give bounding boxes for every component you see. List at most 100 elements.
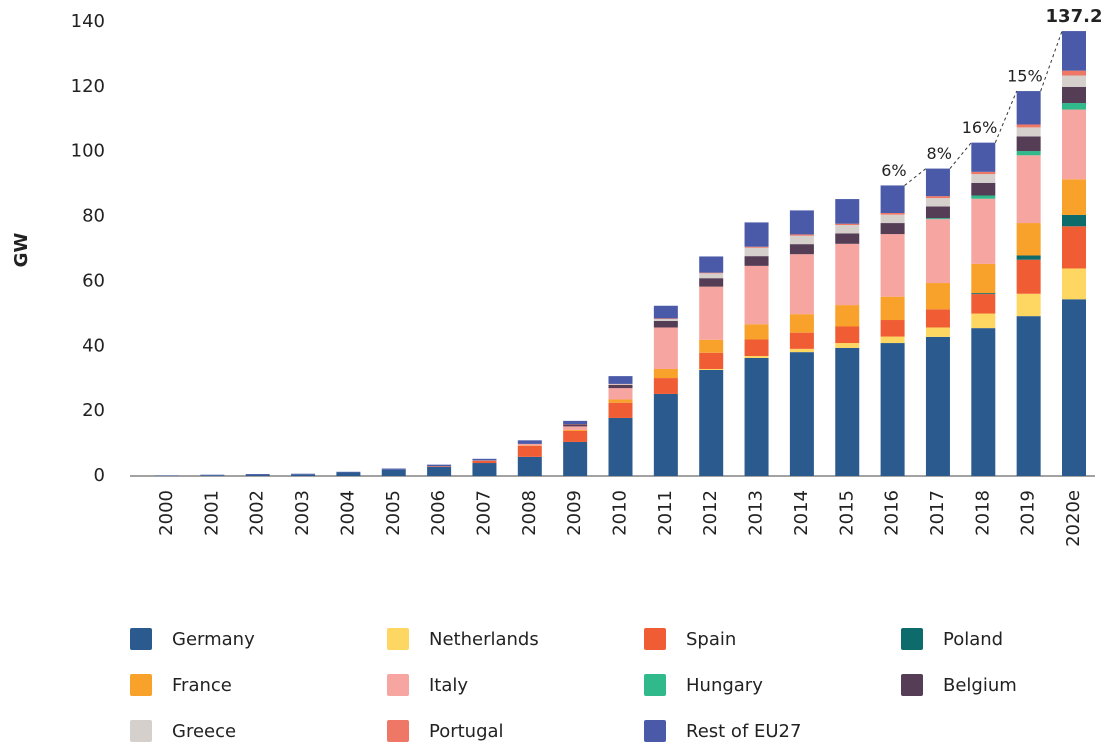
x-tick-label: 2002: [247, 490, 268, 536]
bar-segment: [427, 466, 451, 467]
bar-segment: [1062, 215, 1086, 226]
bar-segment: [699, 256, 723, 272]
bar-segment: [790, 349, 814, 352]
legend-swatch: [387, 674, 409, 696]
x-tick-label: 2010: [610, 490, 631, 536]
bar-segment: [609, 376, 633, 384]
legend-swatch: [387, 720, 409, 742]
bar-segment: [1062, 87, 1086, 103]
bar-segment: [745, 248, 769, 256]
bar-segment: [971, 174, 995, 183]
legend-label: Portugal: [429, 721, 504, 742]
bar-segment: [881, 215, 905, 223]
bar-segment: [472, 461, 496, 463]
bar-segment: [790, 333, 814, 349]
bar-segment: [745, 247, 769, 248]
bar-segment: [790, 352, 814, 476]
bar-segment: [881, 223, 905, 234]
bar-segment: [336, 472, 360, 476]
x-tick-label: 2006: [428, 490, 449, 536]
bar-segment: [699, 369, 723, 370]
bar-segment: [609, 385, 633, 388]
bar-segment: [835, 305, 859, 326]
bar-segment: [971, 314, 995, 329]
bar-segment: [881, 343, 905, 476]
bar-segment: [926, 219, 950, 283]
bar-segment: [699, 273, 723, 274]
bar-segment: [790, 244, 814, 254]
bar-segment: [1062, 226, 1086, 268]
x-tick-label: 2009: [564, 490, 585, 536]
bar-segment: [699, 340, 723, 353]
bar-segment: [472, 463, 496, 476]
bar-segment: [881, 337, 905, 343]
bar-segment: [427, 467, 451, 476]
bar-segment: [971, 183, 995, 196]
bar-segment: [971, 294, 995, 313]
legend-label: Rest of EU27: [686, 721, 801, 742]
bar-segment: [926, 327, 950, 336]
y-tick-label: 140: [71, 11, 105, 32]
bar-segment: [654, 321, 678, 327]
bar-segment: [926, 309, 950, 327]
legend-swatch: [644, 628, 666, 650]
bar-segment: [926, 283, 950, 309]
y-tick-label: 60: [82, 270, 105, 291]
y-tick-label: 80: [82, 206, 105, 227]
bar-segment: [745, 266, 769, 324]
bar-segment: [971, 199, 995, 264]
bar-segment: [790, 314, 814, 332]
bar-segment: [654, 318, 678, 319]
bar-segment: [563, 431, 587, 442]
bar-segment: [1017, 136, 1041, 151]
bar-segment: [790, 236, 814, 244]
bar-segment: [971, 328, 995, 476]
bar-segment: [699, 273, 723, 278]
y-tick-label: 120: [71, 76, 105, 97]
y-axis-label: GW: [11, 233, 32, 268]
bar-segment: [699, 370, 723, 476]
y-tick-label: 20: [82, 400, 105, 421]
bar-segment: [609, 384, 633, 385]
bar-segment: [427, 465, 451, 467]
bar-segment: [382, 470, 406, 476]
bar-segment: [1017, 124, 1041, 127]
x-tick-label: 2011: [655, 490, 676, 536]
bar-segment: [745, 356, 769, 358]
bar-segment: [881, 213, 905, 215]
legend-label: Italy: [429, 675, 468, 696]
bar-segment: [200, 475, 224, 476]
legend-swatch: [644, 720, 666, 742]
x-tick-label: 2020e: [1063, 490, 1084, 547]
bar-segment: [609, 388, 633, 399]
growth-line: [995, 91, 1016, 143]
bar-segment: [881, 234, 905, 297]
bar-segment: [654, 327, 678, 369]
legend-swatch: [130, 628, 152, 650]
bar-segment: [609, 399, 633, 402]
legend-label: Belgium: [943, 675, 1017, 696]
bar-segment: [200, 475, 224, 476]
bar-segment: [1017, 223, 1041, 255]
bar-segment: [1017, 127, 1041, 136]
bar-segment: [1062, 268, 1086, 299]
legend-label: Netherlands: [429, 629, 539, 650]
bar-segment: [472, 459, 496, 461]
bar-segment: [835, 327, 859, 344]
bar-segment: [246, 474, 270, 475]
bar-segment: [926, 218, 950, 219]
bar-segment: [563, 424, 587, 426]
legend-label: France: [172, 675, 232, 696]
y-tick-label: 40: [82, 335, 105, 356]
bar-segment: [745, 256, 769, 266]
bar-segment: [518, 457, 542, 476]
bar-segment: [881, 185, 905, 213]
bar-segment: [291, 475, 315, 476]
legend-label: Greece: [172, 721, 236, 742]
x-tick-label: 2013: [746, 490, 767, 536]
bar-segment: [835, 233, 859, 243]
bar-segment: [518, 444, 542, 445]
bar-segment: [518, 446, 542, 457]
x-tick-label: 2005: [383, 490, 404, 536]
